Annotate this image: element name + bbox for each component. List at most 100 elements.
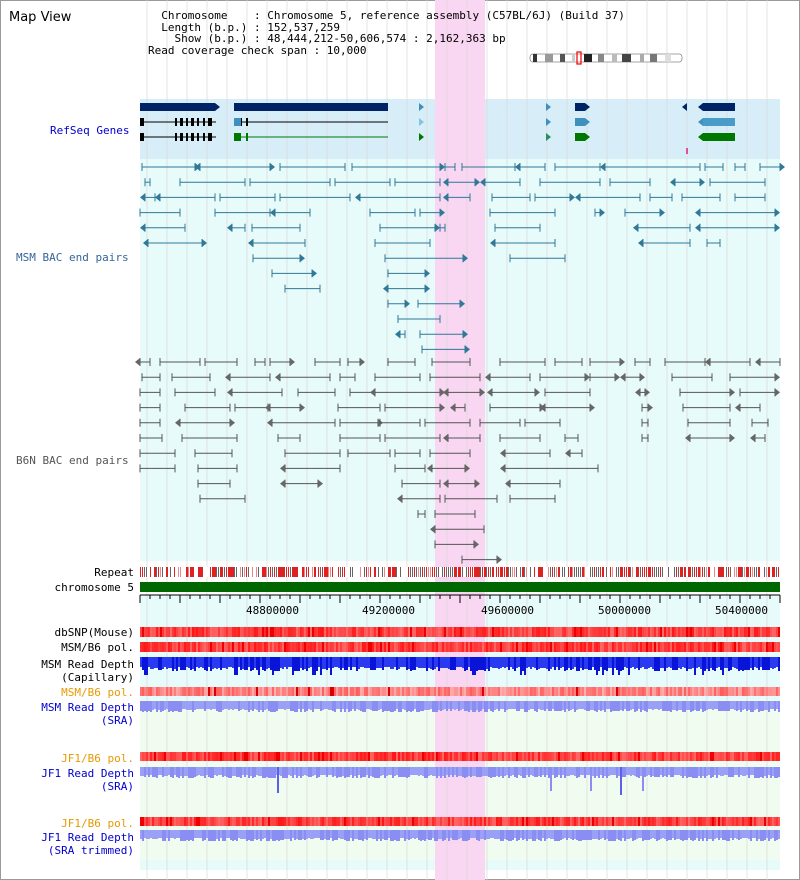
label-refseq-genes[interactable]: RefSeq Genes (50, 124, 130, 137)
label-jf1-read-depth-trimmed[interactable]: JF1 Read Depth (41, 831, 134, 844)
label-b6n-bac[interactable]: B6N BAC end pairs (16, 454, 129, 467)
jf1-sra-depth-bar (708, 767, 710, 775)
msm-sra-depth-bar (504, 701, 506, 712)
repeat-mark (498, 567, 499, 577)
jf1-sra-depth-bar (342, 767, 344, 776)
msm-b6-pol-heat (606, 642, 608, 652)
label-msm-b6-pol[interactable]: MSM/B6 pol. (61, 641, 134, 654)
jf1-trim-depth-bar (152, 830, 154, 839)
repeat-mark (460, 567, 461, 577)
msm-b6-pol-heat (740, 642, 742, 652)
jf1-pol-heat (604, 752, 606, 761)
jf1-trim-pol-heat (642, 817, 644, 826)
jf1-sra-depth-bar (756, 767, 758, 778)
bac-end-marker (300, 403, 305, 412)
jf1-trim-depth-bar (590, 830, 592, 840)
jf1-trim-depth-bar (704, 830, 706, 838)
msm-sra-pol-heat (386, 687, 388, 696)
repeat-mark (410, 567, 411, 577)
msm-capillary-depth-bar (640, 657, 642, 668)
jf1-trim-depth-bar (290, 830, 292, 841)
msm-sra-depth-bar (354, 701, 356, 711)
msm-sra-depth-bar (232, 701, 234, 710)
label-msm-bac[interactable]: MSM BAC end pairs (16, 251, 129, 264)
repeat-mark (352, 567, 353, 577)
msm-capillary-depth-bar (576, 657, 578, 671)
jf1-sra-depth-bar (432, 767, 434, 776)
dbsnp-heat (760, 627, 762, 637)
jf1-trim-pol-heat (142, 817, 144, 826)
bac-end-marker (318, 479, 323, 488)
msm-sra-depth-bar (566, 701, 568, 709)
jf1-sra-depth-bar (388, 767, 390, 775)
jf1-trim-pol-heat (600, 817, 602, 826)
msm-capillary-depth-bar (420, 657, 422, 668)
label-msm-read-depth-capillary[interactable]: MSM Read Depth (41, 658, 134, 671)
dbsnp-heat (414, 627, 416, 637)
jf1-pol-heat (664, 752, 666, 761)
label-jf1-read-depth-sra[interactable]: JF1 Read Depth (41, 767, 134, 780)
msm-sra-pol-heat (608, 687, 610, 696)
msm-b6-pol-heat (416, 642, 418, 652)
msm-b6-pol-heat (630, 642, 632, 652)
msm-sra-pol-heat (658, 687, 660, 696)
dbsnp-heat (742, 627, 744, 637)
jf1-sra-depth-bar (186, 767, 188, 776)
msm-sra-depth-bar (466, 701, 468, 711)
msm-sra-pol-heat (348, 687, 350, 696)
jf1-trim-depth-bar (238, 830, 240, 838)
bac-end-marker (140, 193, 145, 202)
msm-sra-depth-bar (360, 701, 362, 711)
label-msm-read-depth-sra[interactable]: MSM Read Depth (41, 701, 134, 714)
jf1-trim-depth-bar (512, 830, 514, 840)
dbsnp-heat (450, 627, 452, 637)
jf1-trim-pol-heat (744, 817, 746, 826)
bac-end-marker (312, 269, 317, 278)
msm-sra-pol-heat (200, 687, 202, 696)
jf1-trim-pol-heat (576, 817, 578, 826)
jf1-pol-heat (658, 752, 660, 761)
msm-b6-pol-heat (358, 642, 360, 652)
refseq-exon (175, 118, 177, 126)
jf1-trim-depth-bar (288, 830, 290, 839)
jf1-trim-depth-bar (256, 830, 258, 840)
label-msm-b6-pol-sra[interactable]: MSM/B6 pol. (61, 686, 134, 699)
dbsnp-heat (156, 627, 158, 637)
msm-b6-pol-heat (194, 642, 196, 652)
msm-b6-pol-heat (730, 642, 732, 652)
msm-capillary-depth-bar (472, 657, 474, 675)
repeat-mark (682, 567, 683, 577)
msm-sra-depth-bar (484, 701, 486, 712)
jf1-trim-depth-bar (566, 830, 568, 840)
jf1-trim-pol-heat (512, 817, 514, 826)
msm-sra-pol-heat (284, 687, 286, 696)
jf1-trim-pol-heat (486, 817, 488, 826)
jf1-trim-pol-heat (454, 817, 456, 826)
label-jf1-b6-pol[interactable]: JF1/B6 pol. (61, 752, 134, 765)
msm-sra-pol-heat (544, 687, 546, 696)
dbsnp-heat (518, 627, 520, 637)
dbsnp-heat (266, 627, 268, 637)
jf1-sra-depth-bar (600, 767, 602, 775)
repeat-mark (746, 567, 748, 577)
msm-sra-pol-heat (750, 687, 752, 696)
jf1-pol-heat (462, 752, 464, 761)
label-jf1-b6-pol-trimmed[interactable]: JF1/B6 pol. (61, 817, 134, 830)
msm-capillary-depth-bar (544, 657, 546, 668)
repeat-mark (290, 567, 291, 577)
msm-capillary-depth-bar (302, 657, 304, 670)
msm-sra-pol-heat (326, 687, 328, 696)
msm-sra-pol-heat (736, 687, 738, 696)
dbsnp-heat (286, 627, 288, 637)
jf1-trim-pol-heat (610, 817, 612, 826)
msm-sra-depth-bar (696, 701, 698, 711)
msm-b6-pol-heat (768, 642, 770, 652)
label-dbsnp[interactable]: dbSNP(Mouse) (54, 626, 134, 639)
repeat-mark (646, 567, 647, 577)
jf1-trim-depth-bar (404, 830, 406, 841)
jf1-trim-depth-bar (692, 830, 694, 841)
dbsnp-heat (706, 627, 708, 637)
jf1-sra-depth-bar (572, 767, 574, 775)
jf1-pol-heat (376, 752, 378, 761)
